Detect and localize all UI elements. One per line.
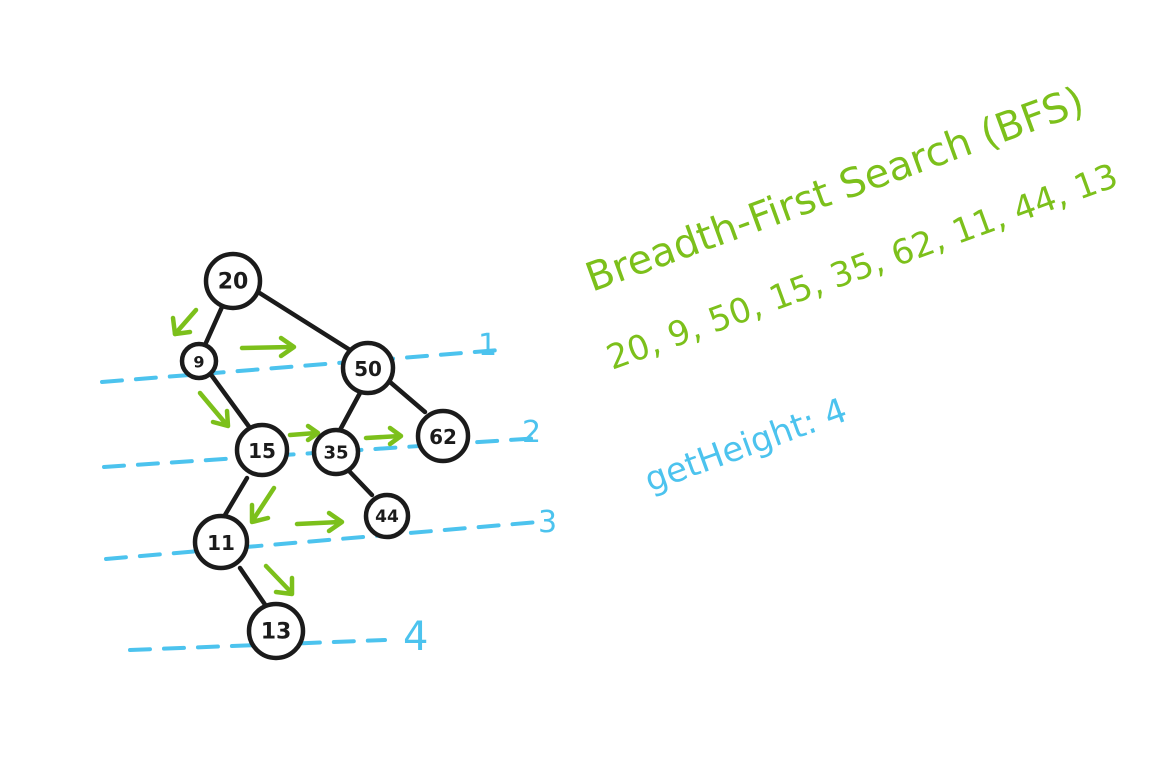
tree-edges [202, 289, 428, 609]
svg-text:35: 35 [323, 443, 348, 464]
level-line-4 [128, 638, 387, 652]
level-line-1 [100, 348, 502, 384]
notes: Breadth-First Search (BFS) 20, 9, 50, 15… [580, 78, 1123, 500]
level-number-4: 4 [403, 614, 428, 660]
bfs-arrow-20-to-9 [170, 307, 199, 337]
edge-20-9 [202, 304, 225, 348]
node-15: 15 [234, 422, 290, 478]
level-number-2: 2 [522, 415, 541, 450]
bfs-arrow-44-to-13 [263, 563, 295, 597]
level-number-1: 1 [478, 328, 497, 363]
node-44: 44 [363, 492, 411, 540]
bfs-arrows [170, 307, 404, 597]
node-50: 50 [340, 340, 396, 396]
node-20: 20 [203, 251, 263, 311]
node-35: 35 [311, 427, 361, 477]
edge-50-62 [387, 379, 428, 415]
notes-height: getHeight: 4 [639, 390, 852, 500]
svg-text:44: 44 [375, 507, 399, 527]
svg-text:20: 20 [218, 270, 249, 295]
edge-35-44 [347, 469, 375, 498]
level-numbers: 1 2 3 4 [403, 328, 557, 660]
level-line-3 [104, 520, 540, 561]
edge-11-13 [237, 565, 269, 609]
bfs-arrow-11-to-44 [294, 510, 345, 534]
svg-text:13: 13 [261, 620, 292, 645]
level-lines [100, 348, 542, 652]
edge-20-50 [255, 289, 353, 353]
level-number-3: 3 [538, 505, 557, 540]
node-13: 13 [246, 601, 306, 661]
bfs-arrow-50-to-15 [197, 390, 231, 429]
node-9: 9 [179, 341, 219, 381]
node-11: 11 [192, 513, 250, 571]
bfs-arrow-15-to-35 [287, 423, 321, 443]
edge-15-11 [222, 475, 250, 518]
svg-text:9: 9 [193, 353, 204, 372]
svg-text:50: 50 [354, 357, 382, 381]
tree-nodes: 20 9 50 15 35 62 11 44 [179, 251, 471, 661]
bfs-arrow-35-to-62 [363, 425, 404, 447]
node-62: 62 [415, 408, 471, 464]
svg-text:11: 11 [207, 531, 235, 555]
bfs-arrow-9-to-50 [239, 335, 297, 359]
svg-text:15: 15 [248, 439, 276, 463]
edge-50-35 [337, 390, 363, 433]
edge-9-15 [209, 373, 253, 431]
bfs-arrow-62-to-11 [249, 485, 277, 525]
svg-text:62: 62 [429, 425, 457, 449]
